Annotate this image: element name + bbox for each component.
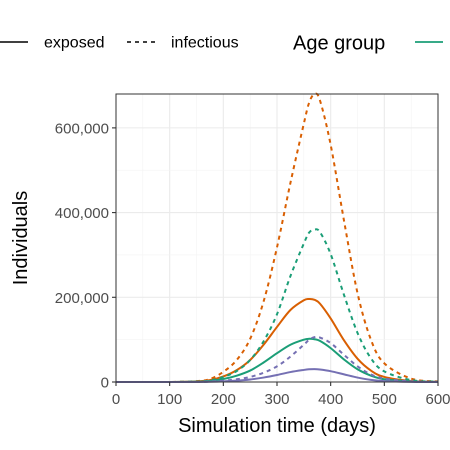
legend-color-title: Age group bbox=[293, 33, 385, 55]
x-axis: 0 100 200 300 400 500 600 bbox=[112, 382, 450, 408]
x-tick-label: 400 bbox=[318, 391, 343, 408]
x-tick-label: 200 bbox=[211, 391, 236, 408]
legend: exposed infectious Age group bbox=[0, 33, 443, 55]
legend-infectious-label: infectious bbox=[171, 35, 239, 52]
x-tick-label: 100 bbox=[157, 391, 182, 408]
x-tick-label: 300 bbox=[264, 391, 289, 408]
y-tick-label: 400,000 bbox=[55, 205, 109, 222]
y-axis: 0 200,000 400,000 600,000 bbox=[55, 120, 116, 392]
x-axis-title: Simulation time (days) bbox=[178, 415, 376, 437]
y-tick-label: 0 bbox=[101, 375, 109, 392]
y-tick-label: 600,000 bbox=[55, 120, 109, 137]
x-tick-label: 0 bbox=[112, 391, 120, 408]
y-tick-label: 200,000 bbox=[55, 290, 109, 307]
x-tick-label: 500 bbox=[372, 391, 397, 408]
y-axis-title: Individuals bbox=[10, 191, 32, 286]
legend-exposed-label: exposed bbox=[44, 35, 105, 52]
x-tick-label: 600 bbox=[425, 391, 450, 408]
